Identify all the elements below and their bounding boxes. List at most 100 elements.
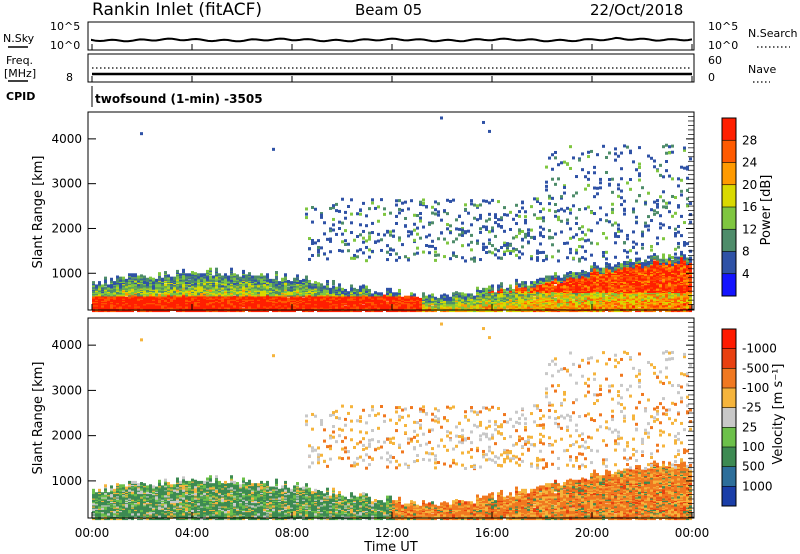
power-cell — [353, 238, 356, 242]
power-cell — [563, 185, 566, 189]
power-cell — [509, 227, 512, 231]
power-cell — [356, 288, 359, 292]
power-cell — [245, 277, 248, 281]
power-cell — [278, 281, 281, 285]
power-cell — [374, 240, 377, 244]
power-cell — [581, 296, 584, 300]
noise-left-tick-top: 10^5 — [50, 20, 80, 33]
power-cell — [593, 165, 596, 169]
power-cell — [623, 249, 626, 253]
power-cell — [311, 220, 314, 224]
power-cell — [524, 215, 527, 219]
power-cell — [332, 223, 335, 227]
power-cell — [551, 196, 554, 200]
power-cell — [353, 256, 356, 260]
power-cell — [359, 300, 362, 304]
power-cell — [590, 229, 593, 233]
power-cell — [437, 213, 440, 217]
power-cell — [542, 207, 545, 211]
power-cell — [557, 163, 560, 167]
power-cell — [461, 227, 464, 231]
power-cell — [569, 251, 572, 255]
power-cell — [95, 307, 98, 311]
freq-left-label-line2: [MHz] — [4, 67, 36, 80]
power-cell — [311, 299, 314, 303]
power-cell — [512, 217, 515, 221]
power-cell — [560, 219, 563, 223]
power-cell — [482, 287, 485, 291]
power-cell — [503, 301, 506, 305]
power-cell — [572, 272, 575, 276]
power-cell — [530, 257, 533, 261]
power-cell — [470, 293, 473, 297]
power-cell — [563, 274, 566, 278]
power-cell — [212, 278, 215, 282]
power-cell — [536, 293, 539, 297]
power-cell — [497, 256, 500, 260]
power-cell — [617, 223, 620, 227]
power-cell — [572, 256, 575, 260]
power-cell — [479, 230, 482, 234]
power-cell — [518, 307, 521, 311]
power-cell — [623, 278, 626, 282]
power-cell — [587, 171, 590, 175]
power-cell — [167, 294, 170, 298]
power-cell — [380, 198, 383, 202]
power-cell — [467, 211, 470, 215]
power-cell — [587, 285, 590, 289]
power-cell — [506, 243, 509, 247]
power-cell — [323, 252, 326, 256]
power-cell — [518, 291, 521, 295]
power-cell — [335, 209, 338, 213]
power-cell — [143, 275, 146, 279]
power-cell — [404, 255, 407, 259]
power-cell — [488, 201, 491, 205]
power-cell — [353, 300, 356, 304]
power-cell — [131, 273, 134, 277]
power-cell — [374, 291, 377, 295]
power-cell — [146, 306, 149, 310]
power-cell — [380, 292, 383, 296]
power-cell — [146, 309, 149, 313]
power-cell — [377, 239, 380, 243]
power-cell — [305, 207, 308, 211]
power-cell — [371, 249, 374, 253]
power-cell — [539, 299, 542, 303]
power-cell — [338, 226, 341, 230]
power-cell — [431, 221, 434, 225]
power-cell — [263, 275, 266, 279]
power-cell — [413, 304, 416, 308]
power-cell — [602, 254, 605, 258]
freq-right-tick-bottom: 0 — [708, 71, 715, 84]
power-cell — [215, 267, 218, 271]
power-cell — [389, 211, 392, 215]
power-cell — [557, 275, 560, 279]
power-cell — [485, 251, 488, 255]
power-cell — [428, 296, 431, 300]
power-cell — [104, 303, 107, 307]
power-cell — [137, 283, 140, 287]
power-cell — [152, 277, 155, 281]
power-cell — [323, 232, 326, 236]
power-cell — [242, 269, 245, 273]
power-cell — [446, 307, 449, 311]
power-cell — [257, 304, 260, 308]
power-cell — [620, 266, 623, 270]
power-cell — [560, 277, 563, 281]
power-cell — [542, 250, 545, 254]
power-cell — [512, 288, 515, 292]
power-cell — [128, 295, 131, 299]
power-cell — [338, 220, 341, 224]
power-cell — [317, 239, 320, 243]
power-cell — [344, 229, 347, 233]
power-cell — [401, 243, 404, 247]
power-cell — [416, 246, 419, 250]
power-cell — [530, 281, 533, 285]
power-cell — [236, 293, 239, 297]
power-cell — [566, 206, 569, 210]
power-cell — [359, 233, 362, 237]
power-cell — [488, 285, 491, 289]
power-cell — [557, 218, 560, 222]
power-cell — [536, 258, 539, 262]
power-cell — [341, 232, 344, 236]
